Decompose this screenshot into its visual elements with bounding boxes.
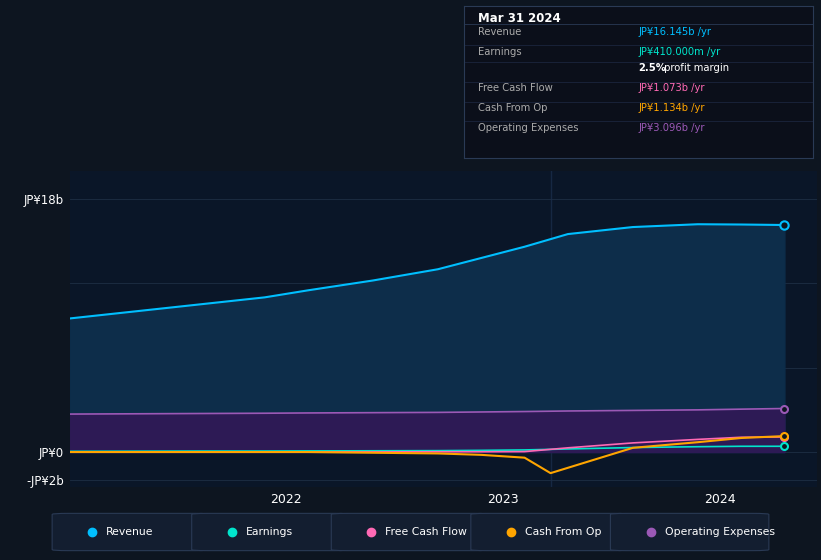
- FancyBboxPatch shape: [331, 514, 490, 550]
- Text: JP¥410.000m /yr: JP¥410.000m /yr: [639, 46, 721, 57]
- FancyBboxPatch shape: [610, 514, 768, 550]
- Text: Earnings: Earnings: [478, 46, 521, 57]
- Text: JP¥1.134b /yr: JP¥1.134b /yr: [639, 103, 704, 113]
- Text: 2.5%: 2.5%: [639, 63, 666, 73]
- Text: Revenue: Revenue: [106, 527, 154, 537]
- Text: Operating Expenses: Operating Expenses: [664, 527, 774, 537]
- Text: Cash From Op: Cash From Op: [478, 103, 548, 113]
- Text: JP¥1.073b /yr: JP¥1.073b /yr: [639, 83, 704, 94]
- FancyBboxPatch shape: [471, 514, 629, 550]
- Text: Operating Expenses: Operating Expenses: [478, 123, 578, 133]
- Text: Cash From Op: Cash From Op: [525, 527, 602, 537]
- Text: JP¥16.145b /yr: JP¥16.145b /yr: [639, 27, 711, 37]
- Text: Revenue: Revenue: [478, 27, 521, 37]
- Text: Mar 31 2024: Mar 31 2024: [478, 12, 561, 25]
- Text: JP¥3.096b /yr: JP¥3.096b /yr: [639, 123, 704, 133]
- Text: Free Cash Flow: Free Cash Flow: [478, 83, 553, 94]
- Text: Earnings: Earnings: [245, 527, 293, 537]
- Text: profit margin: profit margin: [661, 63, 729, 73]
- Text: Free Cash Flow: Free Cash Flow: [385, 527, 467, 537]
- FancyBboxPatch shape: [52, 514, 210, 550]
- FancyBboxPatch shape: [191, 514, 351, 550]
